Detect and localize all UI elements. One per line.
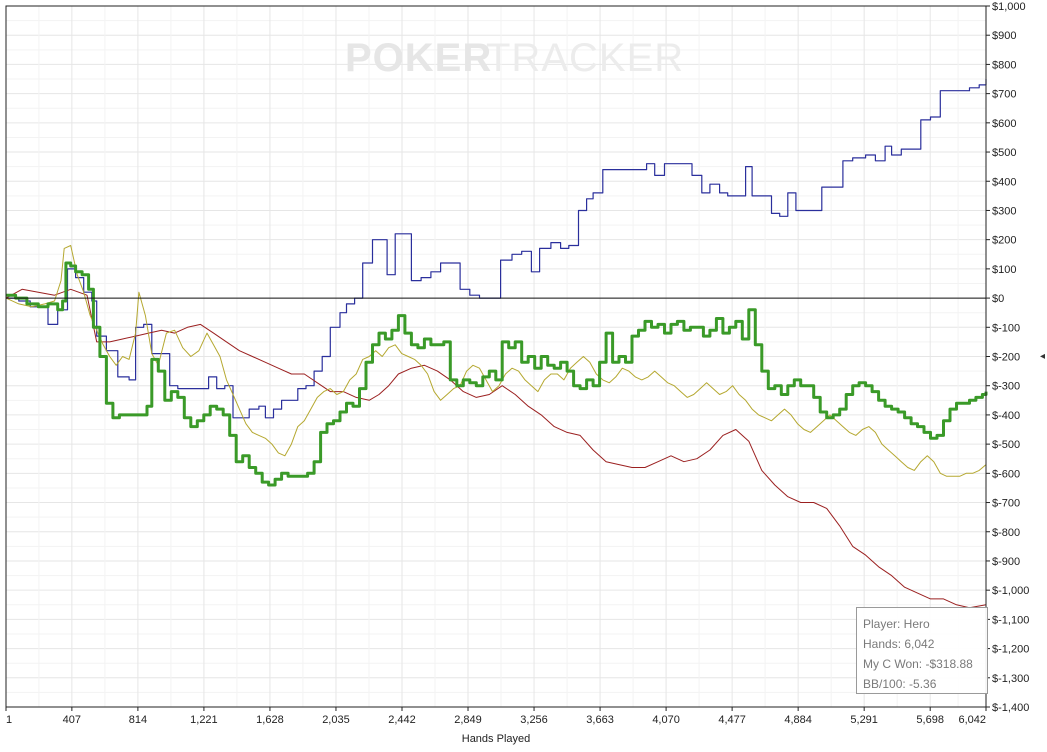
y-tick-label: $600 bbox=[992, 118, 1016, 130]
y-tick-label: $400 bbox=[992, 176, 1016, 188]
watermark-poker-text: POKER bbox=[345, 36, 492, 80]
y-tick-label: $-1,200 bbox=[992, 644, 1029, 656]
y-tick-label: $500 bbox=[992, 147, 1016, 159]
x-tick-label: 3,663 bbox=[586, 714, 614, 726]
info-hands: Hands: 6,042 bbox=[863, 637, 935, 651]
info-player: Player: Hero bbox=[863, 617, 930, 631]
series-line-1 bbox=[6, 79, 987, 419]
x-tick-label: 6,042 bbox=[958, 714, 986, 726]
x-tick-label: 1,628 bbox=[256, 714, 284, 726]
x-tick-label: 2,035 bbox=[322, 714, 350, 726]
y-tick-label: $-400 bbox=[992, 410, 1020, 422]
y-tick-label: $700 bbox=[992, 89, 1016, 101]
y-tick-label: $300 bbox=[992, 205, 1016, 217]
grid bbox=[5, 5, 987, 708]
x-tick-label: 4,070 bbox=[652, 714, 680, 726]
y-tick-label: $-1,400 bbox=[992, 702, 1029, 714]
y-tick-label: $-800 bbox=[992, 527, 1020, 539]
y-tick-label: $-1,300 bbox=[992, 673, 1029, 685]
hero-summary-box: Player: Hero Hands: 6,042 My C Won: -$31… bbox=[856, 607, 988, 694]
x-axis-title: Hands Played bbox=[462, 733, 531, 745]
y-tick-label: $100 bbox=[992, 264, 1016, 276]
axes: $1,000 $900 $800 $700 $600 $500 $400 $300 $200 $1… bbox=[5, 1, 1029, 726]
info-won: My C Won: -$318.88 bbox=[863, 657, 973, 671]
x-tick-label: 2,849 bbox=[454, 714, 482, 726]
series-line-2 bbox=[5, 288, 987, 609]
x-tick-label: 4,884 bbox=[784, 714, 812, 726]
y-tick-label: $-1,000 bbox=[992, 585, 1029, 597]
pokertracker-watermark: POKER TRACKER bbox=[345, 36, 684, 80]
y-tick-label: $200 bbox=[992, 235, 1016, 247]
y-tick-label: $900 bbox=[992, 30, 1016, 42]
y-tick-label: $-300 bbox=[992, 381, 1020, 393]
x-tick-label: 1,221 bbox=[190, 714, 218, 726]
series-lines bbox=[5, 79, 988, 609]
collapse-arrow-icon[interactable]: ◂ bbox=[1040, 351, 1046, 362]
x-tick-label: 4,477 bbox=[718, 714, 746, 726]
y-tick-label: $-900 bbox=[992, 556, 1020, 568]
x-tick-label: 407 bbox=[63, 714, 81, 726]
x-tick-label: 5,291 bbox=[850, 714, 878, 726]
x-tick-label: 5,698 bbox=[916, 714, 944, 726]
series-line-4 bbox=[6, 261, 988, 487]
x-tick-label: 3,256 bbox=[520, 714, 548, 726]
y-tick-label: $1,000 bbox=[992, 1, 1026, 13]
y-tick-label: $-100 bbox=[992, 322, 1020, 334]
x-tick-label: 814 bbox=[129, 714, 147, 726]
y-tick-label: $0 bbox=[992, 293, 1004, 305]
info-bb100: BB/100: -5.36 bbox=[863, 677, 937, 691]
y-tick-label: $-1,100 bbox=[992, 614, 1029, 626]
y-tick-label: $-700 bbox=[992, 498, 1020, 510]
y-tick-label: $-600 bbox=[992, 468, 1020, 480]
y-tick-label: $-500 bbox=[992, 439, 1020, 451]
x-tick-label: 2,442 bbox=[388, 714, 416, 726]
watermark-tracker-text: TRACKER bbox=[486, 36, 684, 80]
x-tick-label: 1 bbox=[6, 714, 12, 726]
y-tick-label: $-200 bbox=[992, 352, 1020, 364]
y-tick-label: $800 bbox=[992, 59, 1016, 71]
